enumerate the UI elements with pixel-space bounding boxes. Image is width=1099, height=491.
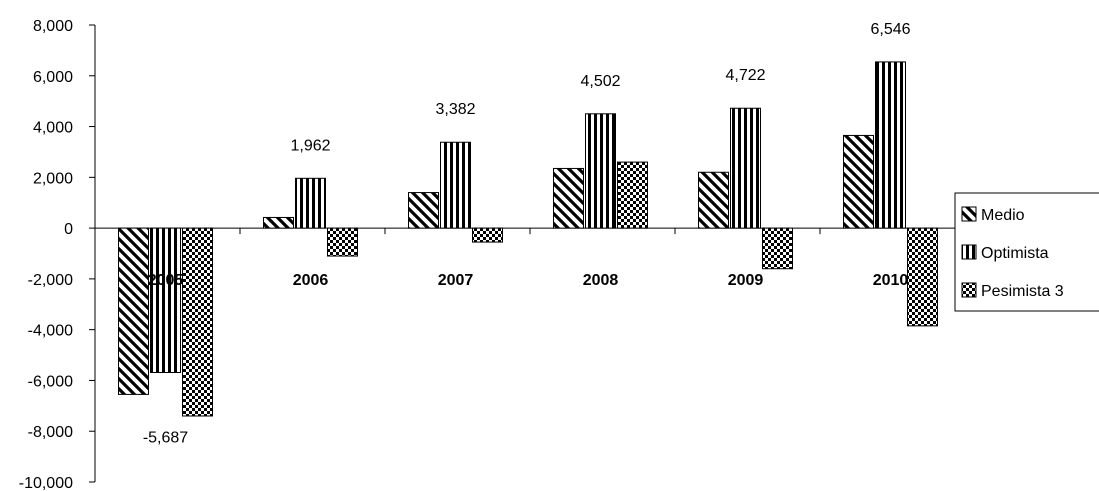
- data-label: 6,546: [870, 21, 910, 38]
- bar-medio-2010: [843, 134, 874, 229]
- bar-optimista-2009: [730, 107, 761, 229]
- plot-area: 8,000 6,000 4,000 2,000 0 -2,000 -4,000 -6,000 -…: [19, 18, 966, 491]
- y-tick-label: 4,000: [33, 120, 73, 137]
- legend-label: Medio: [981, 207, 1025, 224]
- bar-medio-2007: [408, 192, 439, 229]
- y-tick-label: 8,000: [33, 18, 73, 35]
- bar-optimista-2010: [875, 61, 906, 229]
- legend-label: Pesimista 3: [981, 283, 1064, 300]
- bar-optimista-2008: [585, 113, 616, 229]
- legend: Medio Optimista Pesimista 3: [954, 192, 1099, 312]
- bar-pesimista-3-2010: [907, 227, 938, 327]
- legend-box: [954, 192, 1099, 312]
- bar-optimista-2007: [440, 141, 471, 229]
- y-tick-label: 2,000: [33, 170, 73, 187]
- y-tick-label: -8,000: [28, 424, 73, 441]
- bar-pesimista-3-2005: [182, 227, 213, 417]
- bar-pesimista-3-2009: [762, 227, 793, 270]
- bar-pesimista-3-2006: [327, 227, 358, 257]
- legend-label: Optimista: [981, 245, 1049, 262]
- y-tick-label: -6,000: [28, 373, 73, 390]
- x-tick-label: 2007: [438, 272, 474, 289]
- legend-swatch-pesimista-3: [961, 282, 977, 298]
- bar-medio-2009: [698, 171, 729, 229]
- y-tick-label: -4,000: [28, 323, 73, 340]
- bar-medio-2006: [263, 216, 294, 229]
- bar-pesimista-3-2007: [472, 227, 503, 243]
- data-label: 1,962: [290, 137, 330, 154]
- bar-optimista-2006: [295, 177, 326, 229]
- data-label: 4,722: [725, 67, 765, 84]
- y-tick-label: -10,000: [19, 475, 73, 491]
- x-tick-label: 2006: [293, 272, 329, 289]
- y-tick-label: -2,000: [28, 272, 73, 289]
- data-label: -5,687: [143, 429, 188, 446]
- y-tick-label: 6,000: [33, 69, 73, 86]
- bar-pesimista-3-2008: [617, 161, 648, 229]
- bar-medio-2005: [118, 227, 149, 395]
- x-tick-label: 2010: [873, 272, 909, 289]
- legend-swatch-medio: [961, 206, 977, 222]
- legend-swatch-optimista: [961, 244, 977, 260]
- data-label: 4,502: [580, 73, 620, 90]
- x-tick-label: 2009: [728, 272, 764, 289]
- data-label: 3,382: [435, 101, 475, 118]
- bar-medio-2008: [553, 167, 584, 229]
- y-tick-label: 0: [64, 221, 73, 238]
- bar-optimista-2005: [150, 227, 181, 373]
- x-tick-label: 2008: [583, 272, 619, 289]
- x-tick-label: 2005: [148, 272, 184, 289]
